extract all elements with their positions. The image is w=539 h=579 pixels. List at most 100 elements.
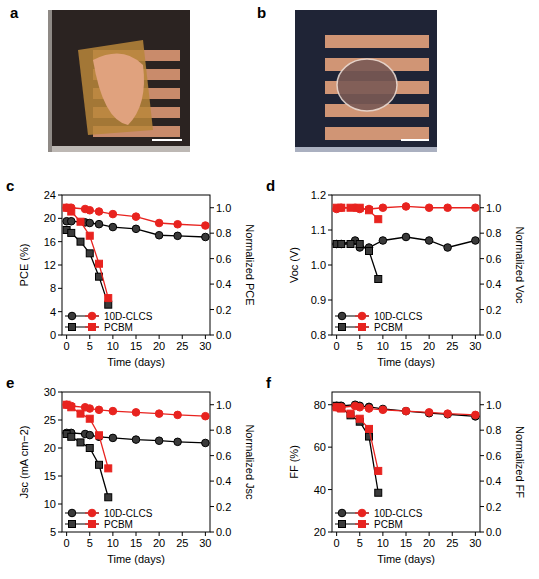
x-tick	[406, 532, 407, 536]
y2-tick-label: 0.0	[216, 329, 231, 341]
x-tick	[452, 532, 453, 536]
data-point	[67, 402, 75, 410]
data-point	[472, 237, 480, 245]
data-point	[365, 205, 373, 213]
data-point	[347, 241, 354, 248]
legend-swatch	[68, 509, 76, 517]
data-point	[375, 216, 382, 223]
legend-label: PCBM	[374, 322, 403, 333]
data-point	[155, 410, 163, 418]
y2-tick-label: 0.4	[216, 475, 231, 487]
y2-tick-label: 0.6	[216, 450, 231, 462]
x-tick-label: 30	[199, 340, 211, 352]
x-tick-label: 20	[153, 340, 165, 352]
y2-tick	[480, 532, 484, 533]
data-point	[96, 461, 103, 468]
y-tick-label: 12	[44, 259, 56, 271]
data-point	[356, 403, 364, 411]
x-tick-label: 30	[199, 537, 211, 549]
legend-swatch	[88, 509, 96, 517]
data-point	[366, 425, 373, 432]
data-point	[366, 207, 373, 214]
data-point	[132, 213, 140, 221]
y-tick	[58, 241, 62, 242]
y2-tick-label: 0.6	[486, 253, 501, 265]
x-tick	[452, 335, 453, 339]
x-tick-label: 0	[64, 537, 70, 549]
data-point	[86, 219, 94, 227]
x-tick-label: 30	[469, 340, 481, 352]
series-line	[337, 407, 379, 471]
legend-swatch	[358, 509, 366, 517]
data-point	[77, 218, 84, 225]
data-point	[402, 407, 410, 415]
x-tick-label: 15	[130, 340, 142, 352]
x-tick	[159, 335, 160, 339]
y-tick	[328, 335, 332, 336]
y-tick-label: 8	[50, 282, 56, 294]
y2-tick-label: 0.4	[216, 278, 231, 290]
data-point	[347, 410, 354, 417]
data-point	[444, 410, 452, 418]
data-point	[379, 406, 387, 414]
x-tick-label: 20	[423, 537, 435, 549]
y-tick-label: 15	[44, 470, 56, 482]
y2-tick-label: 0.2	[216, 501, 231, 513]
data-point	[174, 220, 182, 228]
panel-c: 051015202530048121620240.00.20.40.60.81.…	[6, 177, 256, 368]
scale-bar	[401, 139, 429, 141]
data-point	[68, 404, 75, 411]
y-tick	[58, 265, 62, 266]
x-tick-label: 15	[400, 537, 412, 549]
data-point	[174, 232, 182, 240]
x-tick-label: 10	[107, 537, 119, 549]
y2-tick	[210, 404, 214, 405]
y2-tick	[480, 309, 484, 310]
y2-tick-label: 0.0	[216, 526, 231, 538]
series-line	[67, 208, 109, 298]
data-point	[77, 410, 84, 417]
y2-tick	[210, 506, 214, 507]
y-tick-label: 24	[44, 189, 56, 201]
x-tick-label: 10	[377, 537, 389, 549]
data-point	[86, 445, 93, 452]
y2-tick-label: 0.6	[486, 450, 501, 462]
legend-swatch	[69, 324, 76, 331]
y-tick	[58, 448, 62, 449]
y-tick-label: 80	[314, 399, 326, 411]
y2-tick	[210, 430, 214, 431]
y2-axis-title: Normalized Voc	[514, 226, 526, 304]
legend-label: 10D-CLCS	[104, 508, 153, 519]
y-tick-label: 1.0	[311, 259, 326, 271]
data-point	[68, 229, 75, 236]
data-point	[95, 220, 103, 228]
y2-tick	[210, 335, 214, 336]
data-point	[375, 276, 382, 283]
glass-edge	[295, 147, 437, 152]
y-tick	[58, 335, 62, 336]
y-tick	[328, 532, 332, 533]
x-tick	[89, 532, 90, 536]
y-tick	[328, 230, 332, 231]
y2-tick-label: 0.8	[216, 424, 231, 436]
x-tick-label: 0	[334, 340, 340, 352]
data-point	[86, 431, 94, 439]
x-tick	[205, 532, 206, 536]
y2-axis-title: Normalized PCE	[244, 224, 256, 305]
x-tick	[205, 335, 206, 339]
data-point	[132, 225, 140, 233]
legend-swatch	[338, 312, 346, 320]
y2-tick	[480, 506, 484, 507]
panel-d: 0510152025300.80.91.01.11.20.00.20.40.60…	[266, 177, 526, 368]
series-line	[337, 406, 379, 493]
y2-tick	[480, 335, 484, 336]
panel-letter: e	[6, 374, 14, 391]
x-axis-title: Time (days)	[377, 356, 435, 368]
data-point	[86, 206, 94, 214]
x-tick-label: 10	[107, 340, 119, 352]
y-tick	[328, 489, 332, 490]
legend-swatch	[359, 521, 366, 528]
panel-letter: d	[266, 177, 275, 194]
panel-f: 051015202530204060800.00.20.40.60.81.0Ti…	[266, 374, 526, 565]
data-point	[375, 489, 382, 496]
